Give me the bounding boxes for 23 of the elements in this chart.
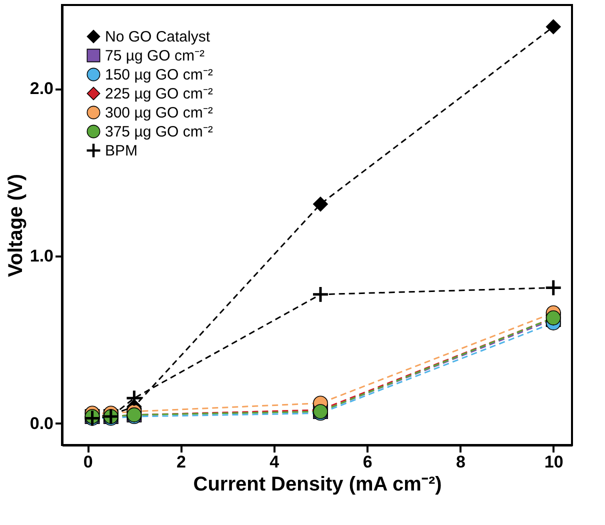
legend-label: 375 µg GO cm⁻² <box>105 124 213 140</box>
x-axis-title: Current Density (mA cm⁻²) <box>193 474 442 496</box>
legend-label: 225 µg GO cm⁻² <box>105 86 213 102</box>
point <box>546 280 561 296</box>
legend-label: No GO Catalyst <box>105 28 211 46</box>
point <box>546 19 561 34</box>
x-tick-label: 2 <box>176 452 186 472</box>
legend-label: 150 µg GO cm⁻² <box>105 66 213 84</box>
y-tick-label: 1.0 <box>30 246 54 266</box>
x-tick-label: 10 <box>544 452 564 472</box>
x-tick-label: 8 <box>456 452 466 472</box>
point <box>313 196 328 212</box>
x-tick-label: 6 <box>362 452 372 472</box>
y-tick-label: 2.0 <box>30 79 54 98</box>
y-tick-label: 0.0 <box>30 414 54 433</box>
point <box>126 390 142 406</box>
y-axis-title: Voltage (V) <box>4 174 27 277</box>
x-tick-label: 4 <box>270 452 280 472</box>
legend-label: 300 µg GO cm⁻² <box>105 104 213 122</box>
legend-label: 75 µg GO cm⁻² <box>105 48 204 64</box>
x-tick-label: 0 <box>83 452 93 472</box>
legend-label: BPM <box>105 142 138 160</box>
point <box>313 286 328 302</box>
